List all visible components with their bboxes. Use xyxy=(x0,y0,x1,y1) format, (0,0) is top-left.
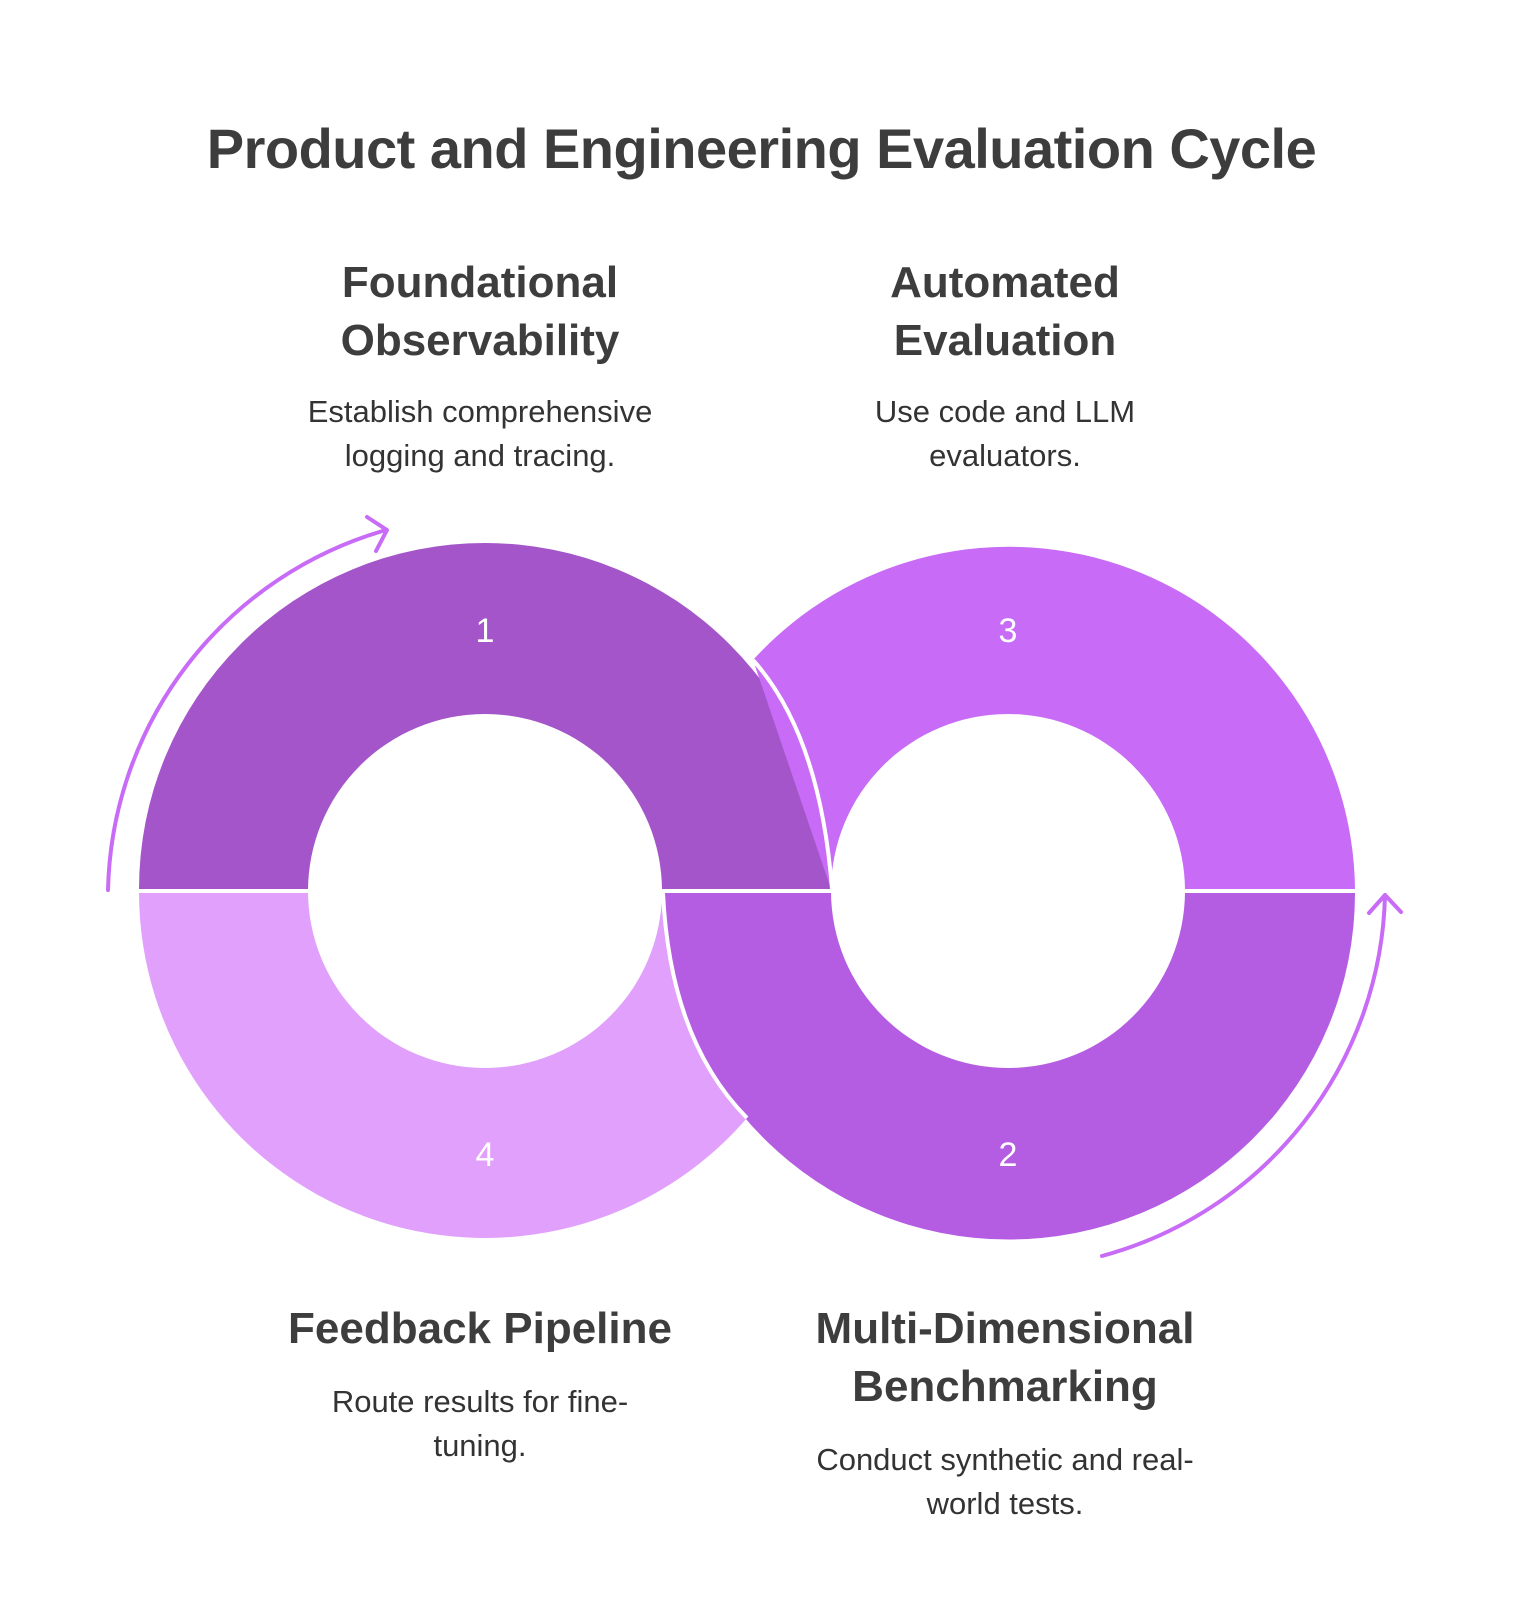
step-3-description: Use code and LLM evaluators. xyxy=(755,390,1255,478)
step-3-description-line: evaluators. xyxy=(929,438,1081,473)
step-4-heading: Feedback Pipeline xyxy=(230,1300,730,1358)
left-ring-hole xyxy=(308,714,662,1068)
step-2-heading: Multi-Dimensional Benchmarking xyxy=(730,1300,1280,1416)
left-arrowhead-icon xyxy=(365,515,389,553)
step-2-heading-line: Benchmarking xyxy=(852,1362,1158,1411)
step-4-description: Route results for fine- tuning. xyxy=(230,1380,730,1468)
step-2-text: Multi-Dimensional Benchmarking Conduct s… xyxy=(730,1300,1280,1526)
step-3-text: Automated Evaluation Use code and LLM ev… xyxy=(755,254,1255,478)
step-1-heading-line: Foundational xyxy=(341,258,619,307)
step-4-text: Feedback Pipeline Route results for fine… xyxy=(230,1300,730,1468)
step-1-description-line: logging and tracing. xyxy=(344,438,616,473)
step-3-heading-line: Evaluation xyxy=(893,316,1117,365)
step-2-number: 2 xyxy=(999,1136,1018,1174)
step-1-heading-line: Observability xyxy=(340,316,620,365)
step-4-number: 4 xyxy=(476,1136,495,1174)
left-cycle-arrow xyxy=(106,528,388,892)
divider-step2-step4 xyxy=(661,892,749,1120)
right-ring-hole xyxy=(831,714,1185,1068)
step-3-heading-line: Automated xyxy=(890,258,1120,307)
step-1-description: Establish comprehensive logging and trac… xyxy=(230,390,730,478)
step-1-text: Foundational Observability Establish com… xyxy=(230,254,730,478)
step-4-heading-line: Feedback Pipeline xyxy=(288,1304,672,1353)
step-2-description: Conduct synthetic and real- world tests. xyxy=(730,1438,1280,1526)
step-2-description-line: world tests. xyxy=(926,1486,1084,1521)
right-cycle-arrow xyxy=(1100,893,1387,1258)
step-1-heading: Foundational Observability xyxy=(230,254,730,370)
step-4-description-line: tuning. xyxy=(433,1428,527,1463)
step-2-description-line: Conduct synthetic and real- xyxy=(816,1442,1194,1477)
right-arrowhead-icon xyxy=(1367,893,1403,915)
step-4-description-line: Route results for fine- xyxy=(331,1384,629,1419)
step-3-heading: Automated Evaluation xyxy=(755,254,1255,370)
step-3-number: 3 xyxy=(999,612,1018,650)
step-1-number: 1 xyxy=(476,612,495,650)
step-3-description-line: Use code and LLM xyxy=(874,394,1136,429)
divider-step1-step3 xyxy=(751,658,834,890)
diagram-title: Product and Engineering Evaluation Cycle xyxy=(206,117,1317,180)
step-1-description-line: Establish comprehensive xyxy=(307,394,653,429)
step-2-heading-line: Multi-Dimensional xyxy=(815,1304,1195,1353)
